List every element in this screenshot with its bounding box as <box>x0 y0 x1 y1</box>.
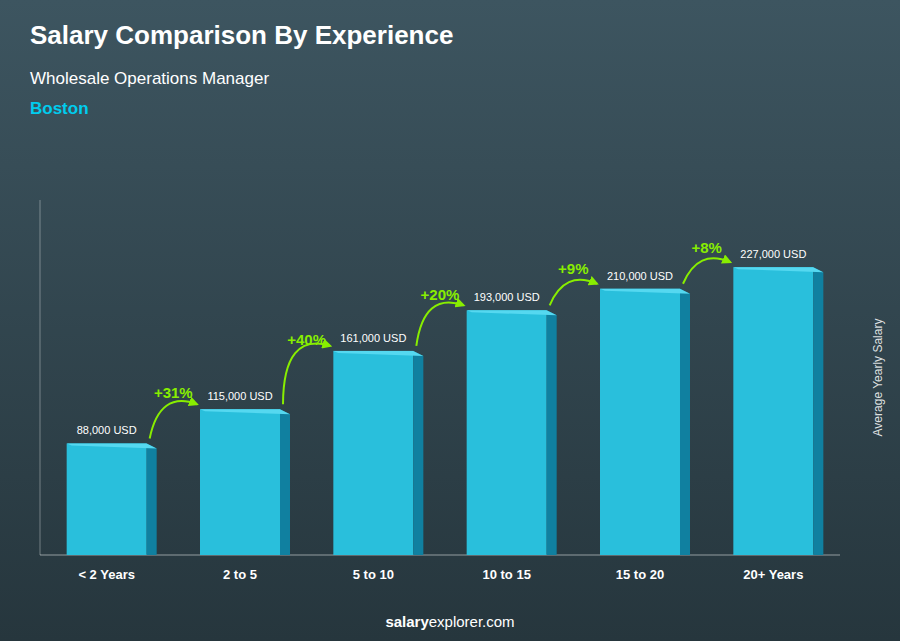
data-label: 227,000 USD <box>740 248 806 260</box>
bar-top <box>333 351 423 356</box>
data-label: 115,000 USD <box>207 390 272 402</box>
data-label: 210,000 USD <box>607 270 673 282</box>
data-label: 193,000 USD <box>474 291 540 303</box>
bar <box>467 310 547 555</box>
y-axis-line <box>40 200 41 555</box>
x-tick-label: 10 to 15 <box>482 567 530 582</box>
background <box>0 0 900 641</box>
x-axis-line <box>40 555 840 556</box>
change-annotation: +31% <box>154 384 193 401</box>
change-arrow <box>150 401 197 438</box>
bar-side <box>413 351 423 555</box>
subtitle: Wholesale Operations Manager <box>30 69 269 88</box>
footer-part: explorer.com <box>429 613 515 630</box>
bar <box>600 289 680 555</box>
bar-side <box>280 409 290 555</box>
x-tick-label: 15 to 20 <box>616 567 664 582</box>
footer: salaryexplorer.com <box>385 613 514 630</box>
plot-area <box>67 267 824 555</box>
x-tick-label: 5 to 10 <box>353 567 394 582</box>
bar <box>200 409 280 555</box>
bar <box>333 351 413 555</box>
bar-top <box>600 289 690 294</box>
subtitle: Boston <box>30 99 89 118</box>
bar <box>67 443 147 555</box>
change-arrow <box>283 344 330 405</box>
data-label: 161,000 USD <box>340 332 406 344</box>
bar-side <box>680 289 690 555</box>
x-tick-label: 2 to 5 <box>223 567 257 582</box>
chart: Salary Comparison By Experience Wholesale… <box>0 0 900 641</box>
change-annotation: +9% <box>558 260 588 277</box>
change-annotation: +40% <box>287 331 326 348</box>
y-axis-label: Average Yearly Salary <box>871 319 885 437</box>
change-arrow <box>550 280 597 306</box>
x-tick-label: 20+ Years <box>743 567 803 582</box>
bar-top <box>467 310 557 315</box>
footer-part: salary <box>385 613 429 630</box>
bar-top <box>733 267 823 272</box>
bar <box>733 267 813 555</box>
bar-top <box>200 409 290 414</box>
data-label: 88,000 USD <box>77 424 137 436</box>
change-arrow <box>416 302 463 345</box>
bar-top <box>67 443 157 448</box>
x-tick-label: < 2 Years <box>78 567 135 582</box>
change-annotation: +20% <box>421 286 460 303</box>
change-arrow <box>683 258 730 284</box>
title: Salary Comparison By Experience <box>30 20 453 50</box>
bar-side <box>547 310 557 555</box>
bar-side <box>813 267 823 555</box>
bar-side <box>147 443 157 555</box>
change-annotation: +8% <box>691 239 721 256</box>
chart-container: Salary Comparison By Experience Wholesale… <box>0 0 900 641</box>
